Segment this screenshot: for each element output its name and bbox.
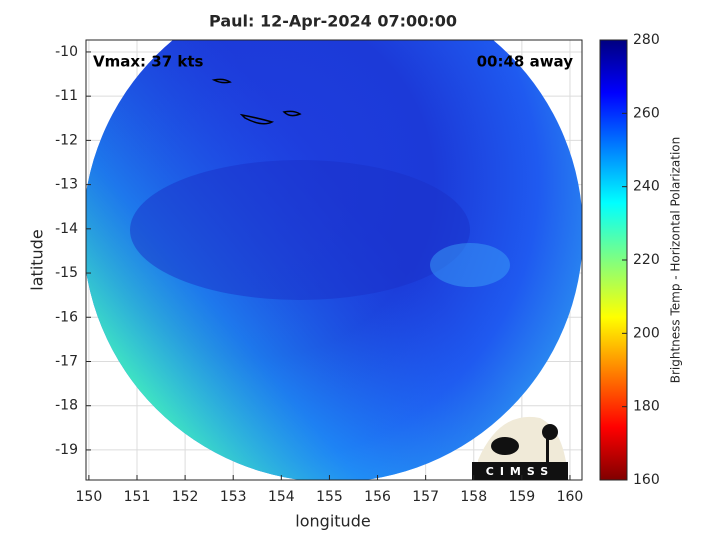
annotation: Vmax: 37 kts: [93, 53, 203, 71]
logo: CIMSS: [472, 416, 568, 480]
x-tick-label: 156: [364, 489, 391, 505]
y-tick-label: -18: [55, 398, 78, 414]
x-tick-label: 157: [412, 489, 439, 505]
colorbar-label: Brightness Temp - Horizontal Polarizatio…: [669, 137, 683, 384]
chart-title: Paul: 12-Apr-2024 07:00:00: [209, 12, 457, 31]
colorbar-tick-label: 220: [633, 252, 660, 268]
colorbar-tick-label: 200: [633, 325, 660, 341]
y-tick-label: -13: [55, 177, 78, 193]
x-tick-label: 153: [220, 489, 247, 505]
annotation: 00:48 away: [477, 53, 574, 71]
y-tick-label: -16: [55, 309, 78, 325]
y-tick-label: -11: [55, 88, 78, 104]
y-tick-label: -14: [55, 221, 78, 237]
y-tick-label: -17: [55, 353, 78, 369]
y-tick-label: -12: [55, 132, 78, 148]
colorbar-tick-label: 240: [633, 179, 660, 195]
x-tick-label: 160: [557, 489, 584, 505]
x-tick-label: 152: [172, 489, 199, 505]
x-tick-label: 158: [460, 489, 487, 505]
x-axis-label: longitude: [295, 512, 370, 531]
colorbar-tick-label: 280: [633, 32, 660, 48]
satellite-image: [86, 40, 582, 480]
colorbar-tick-label: 180: [633, 399, 660, 415]
x-tick-label: 155: [316, 489, 343, 505]
colorbar-tick-label: 260: [633, 105, 660, 121]
x-tick-label: 150: [76, 489, 103, 505]
x-tick-label: 154: [268, 489, 295, 505]
y-axis-label: latitude: [28, 229, 47, 290]
logo-text: CIMSS: [486, 465, 554, 478]
y-tick-label: -19: [55, 442, 78, 458]
x-tick-label: 159: [508, 489, 535, 505]
y-tick-label: -10: [55, 44, 78, 60]
y-tick-label: -15: [55, 265, 78, 281]
colorbar-tick-label: 160: [633, 472, 660, 488]
x-tick-label: 151: [124, 489, 151, 505]
